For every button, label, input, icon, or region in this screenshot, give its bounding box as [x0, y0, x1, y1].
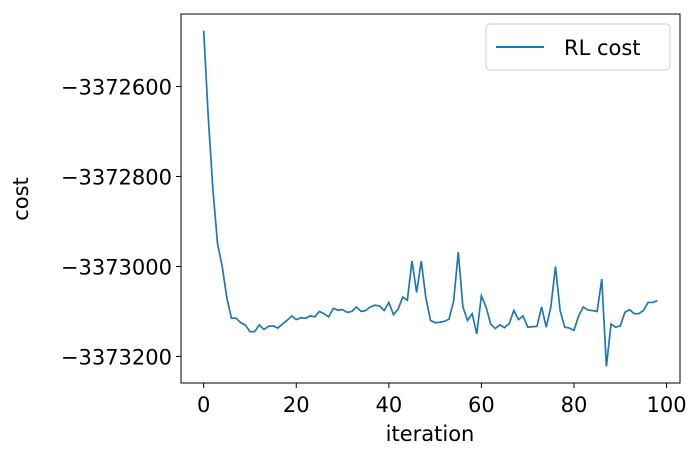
x-tick-label: 100	[647, 393, 687, 417]
y-axis-label: cost	[9, 177, 33, 221]
x-tick-label: 40	[375, 393, 402, 417]
data-line	[202, 30, 658, 367]
y-tick-label: −3373200	[61, 345, 172, 369]
y-tick-label: −3373000	[61, 255, 172, 279]
legend-box	[485, 23, 671, 71]
x-tick-label: 0	[197, 393, 210, 417]
y-tick-label: −3372600	[61, 75, 172, 99]
x-tick-label: 80	[561, 393, 588, 417]
plot-frame	[180, 13, 681, 384]
x-tick-label: 20	[283, 393, 310, 417]
x-tick-label: 60	[468, 393, 495, 417]
x-axis-label: iteration	[386, 422, 475, 446]
legend-label: RL cost	[564, 36, 641, 60]
y-tick-label: −3372800	[61, 165, 172, 189]
